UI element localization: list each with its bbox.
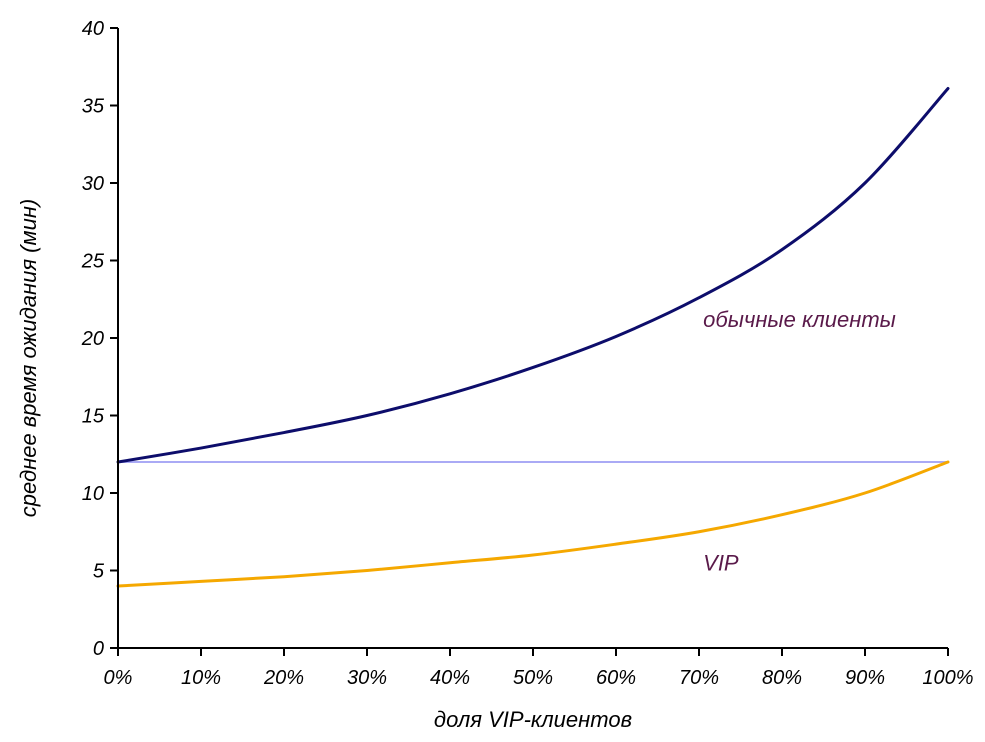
y-tick-label: 40 xyxy=(82,18,104,40)
labels-layer: доля VIP-клиентов среднее время ожидания … xyxy=(16,199,896,732)
y-tick-label: 15 xyxy=(82,406,105,428)
x-tick-label: 80% xyxy=(762,667,802,689)
regular-clients-line xyxy=(116,86,950,464)
axes-layer: 0 5 10 15 20 25 30 35 40 0% 10% 20% 30% 40% 50% 60% 70% 8… xyxy=(81,18,974,689)
y-tick-label: 20 xyxy=(81,328,104,350)
x-axis-title: доля VIP-клиентов xyxy=(434,707,632,732)
y-tick-label: 30 xyxy=(82,173,104,195)
x-tick-label: 50% xyxy=(513,667,553,689)
y-tick-label: 5 xyxy=(93,561,105,583)
x-tick-label: 0% xyxy=(104,667,133,689)
vip-label: VIP xyxy=(703,551,739,576)
x-tick-label: 20% xyxy=(263,667,304,689)
x-tick-label: 60% xyxy=(596,667,636,689)
vip-line xyxy=(116,460,950,588)
y-tick-label: 10 xyxy=(82,483,104,505)
y-axis-title: среднее время ожидания (мин) xyxy=(16,199,41,518)
series-layer xyxy=(116,86,950,588)
x-tick-label: 10% xyxy=(181,667,221,689)
x-tick-label: 40% xyxy=(430,667,470,689)
y-tick-label: 25 xyxy=(81,251,105,273)
x-tick-label: 30% xyxy=(347,667,387,689)
y-tick-label: 0 xyxy=(93,638,104,660)
x-tick-label: 90% xyxy=(845,667,885,689)
y-tick-label: 35 xyxy=(82,96,105,118)
x-tick-label: 70% xyxy=(679,667,719,689)
regular-clients-label: обычные клиенты xyxy=(703,307,896,332)
x-tick-label: 100% xyxy=(922,667,973,689)
